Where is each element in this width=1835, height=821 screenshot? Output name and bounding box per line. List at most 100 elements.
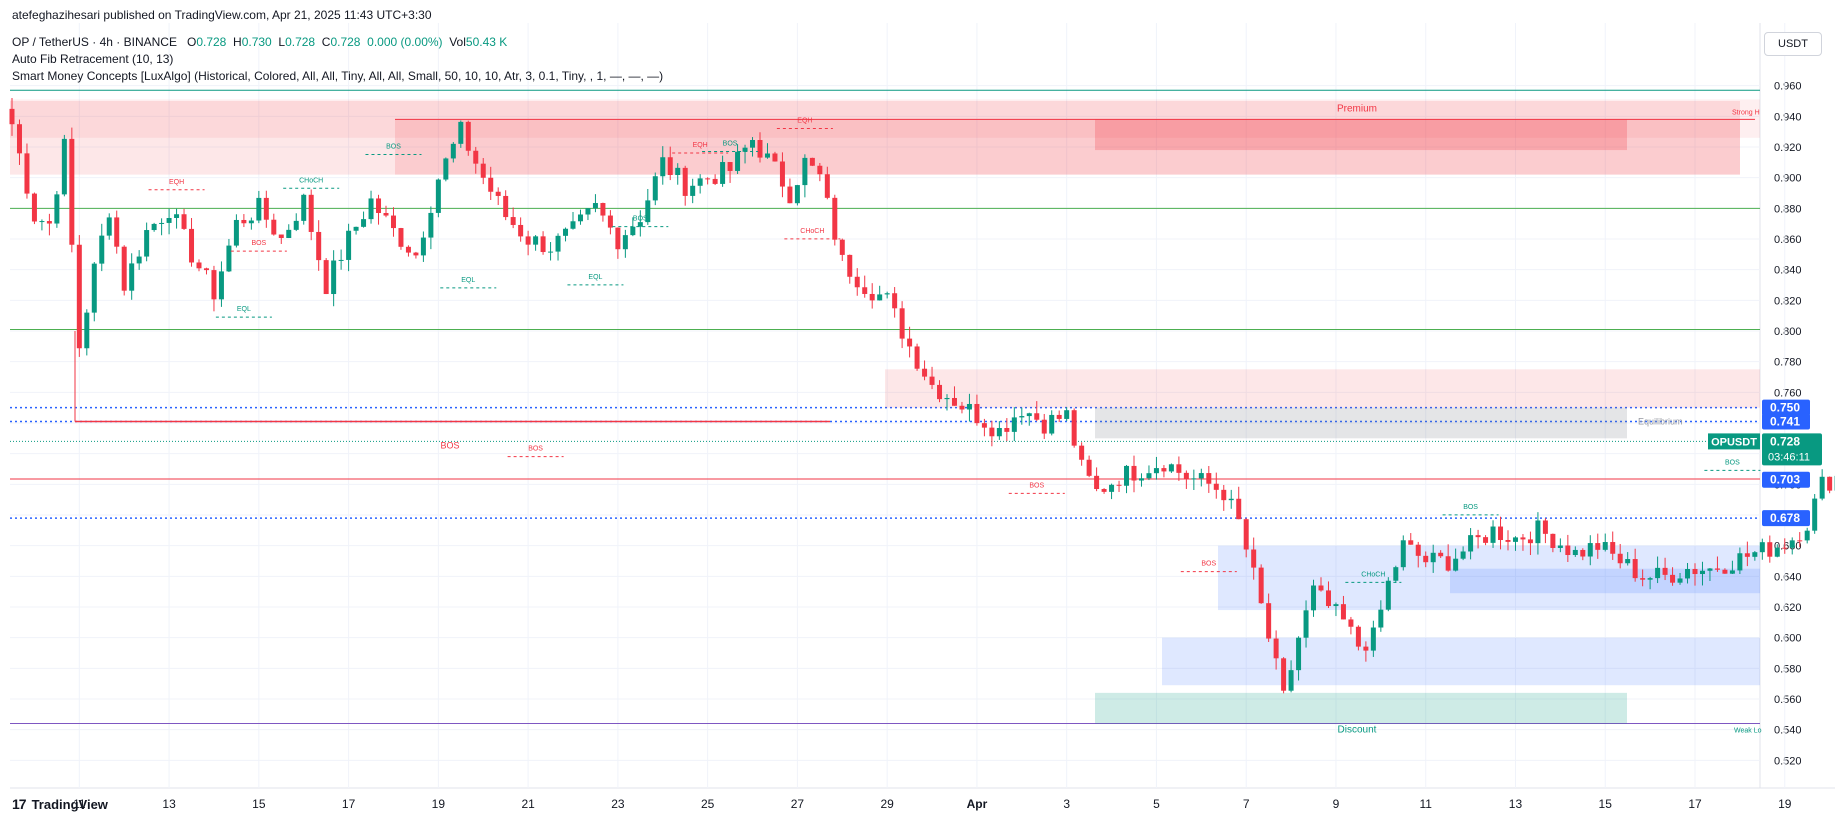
- candle-body: [114, 217, 120, 247]
- candle-body: [1767, 542, 1773, 557]
- candle-body: [1445, 556, 1451, 571]
- candle-body: [1535, 520, 1541, 544]
- candle-body: [637, 222, 643, 227]
- candle-body: [750, 139, 756, 148]
- candle-body: [1782, 547, 1788, 549]
- y-tick-label: 0.920: [1774, 142, 1802, 154]
- candle-body: [1408, 540, 1414, 545]
- candle-body: [742, 147, 748, 152]
- candle-body: [922, 368, 928, 377]
- candle-body: [1759, 542, 1765, 553]
- candle-body: [1363, 646, 1369, 651]
- indicator-smc-legend[interactable]: Smart Money Concepts [LuxAlgo] (Historic…: [12, 69, 664, 83]
- annotation-label: BOS: [1725, 459, 1740, 466]
- candle-body: [1400, 540, 1406, 568]
- candle-body: [1483, 537, 1489, 543]
- candle-body: [563, 228, 569, 236]
- candle-body: [1101, 489, 1107, 492]
- candle-body: [241, 219, 247, 224]
- discount-label: Discount: [1338, 725, 1377, 736]
- y-tick-label: 0.640: [1774, 571, 1802, 583]
- candle-body: [951, 397, 957, 406]
- candle-body: [1333, 604, 1339, 607]
- x-tick-label: 19: [1778, 797, 1792, 811]
- candle-body: [1378, 609, 1384, 628]
- volume-value: 50.43 K: [465, 35, 508, 49]
- tradingview-brand[interactable]: 17 TradingView: [12, 796, 108, 812]
- candle-body: [1714, 568, 1720, 570]
- candle-body: [383, 212, 389, 216]
- indicator-fib-legend[interactable]: Auto Fib Retracement (10, 13): [12, 52, 174, 66]
- candle-body: [1819, 476, 1825, 499]
- symbol-legend: OP / TetherUS · 4h · BINANCE O0.728 H0.7…: [12, 35, 507, 49]
- candle-body: [1281, 658, 1287, 691]
- candle-body: [585, 208, 591, 215]
- candle-body: [1138, 478, 1144, 481]
- order-block-top: [395, 119, 1740, 175]
- candle-body: [667, 157, 673, 176]
- candle-body: [129, 263, 135, 291]
- candle-body: [592, 203, 598, 209]
- annotation-label: EQH: [693, 142, 708, 149]
- candle-body: [1655, 567, 1661, 579]
- candle-body: [1206, 473, 1212, 484]
- price-level-label: 0.678: [1770, 511, 1800, 525]
- y-tick-label: 0.780: [1774, 357, 1802, 369]
- candle-body: [1019, 416, 1025, 418]
- candle-body: [1670, 574, 1676, 583]
- candle-body: [1168, 464, 1174, 472]
- candle-body: [1176, 464, 1182, 473]
- x-tick-label: 13: [1509, 797, 1523, 811]
- candle-body: [607, 215, 613, 228]
- candle-body: [824, 174, 830, 198]
- candle-body: [1228, 498, 1234, 501]
- candle-body: [1266, 603, 1272, 639]
- candle-body: [682, 167, 688, 196]
- candle-body: [862, 287, 868, 294]
- candle-body: [839, 239, 845, 255]
- candle-body: [1460, 551, 1466, 559]
- candle-body: [1004, 428, 1010, 432]
- candle-body: [1026, 413, 1032, 417]
- x-tick-label: 23: [611, 797, 625, 811]
- symbol-tag-bg: [1708, 433, 1760, 450]
- candle-body: [1632, 559, 1638, 579]
- low-value: 0.728: [285, 35, 316, 49]
- current-price-label: 0.728: [1770, 434, 1800, 448]
- symbol-name: OP / TetherUS · 4h · BINANCE: [12, 35, 177, 49]
- candle-body: [1744, 553, 1750, 557]
- candle-body: [159, 222, 165, 224]
- annotation-label: CHoCH: [800, 228, 824, 235]
- candle-body: [1049, 414, 1055, 434]
- y-tick-label: 0.760: [1774, 387, 1802, 399]
- discount-zone: [1095, 692, 1627, 724]
- candle-body: [1498, 526, 1504, 541]
- candle-body: [1737, 553, 1743, 571]
- candle-body: [525, 236, 531, 245]
- candle-body: [503, 195, 509, 218]
- candle-body: [144, 230, 150, 257]
- x-tick-label: 13: [162, 797, 176, 811]
- candle-body: [473, 150, 479, 164]
- candle-body: [99, 235, 105, 264]
- annotation-label: EQL: [237, 306, 251, 313]
- x-tick-label: 7: [1243, 797, 1250, 811]
- candle-body: [428, 212, 434, 238]
- price-level-label: 0.703: [1770, 473, 1800, 487]
- candle-body: [346, 230, 352, 260]
- annotation-label: BOS: [386, 144, 401, 151]
- candle-body: [54, 194, 60, 224]
- candle-body: [510, 217, 516, 225]
- y-tick-label: 0.580: [1774, 663, 1802, 675]
- brand-name: TradingView: [31, 796, 108, 812]
- candle-body: [966, 403, 972, 410]
- candle-body: [331, 260, 337, 295]
- candle-body: [465, 121, 471, 151]
- currency-button[interactable]: USDT: [1764, 32, 1822, 56]
- y-tick-label: 0.840: [1774, 265, 1802, 277]
- candle-body: [1251, 549, 1257, 568]
- candle-body: [675, 167, 681, 176]
- candle-body: [1610, 542, 1616, 554]
- candle-body: [622, 235, 628, 250]
